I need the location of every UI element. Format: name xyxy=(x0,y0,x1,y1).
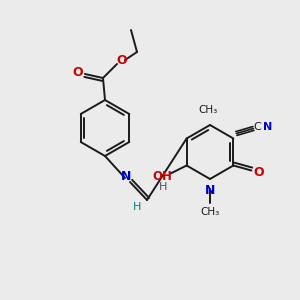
Text: N: N xyxy=(263,122,272,133)
Text: CH₃: CH₃ xyxy=(200,207,220,217)
Text: C: C xyxy=(254,122,261,133)
Text: H: H xyxy=(133,202,141,212)
Text: O: O xyxy=(253,166,264,179)
Text: H: H xyxy=(158,182,167,193)
Text: N: N xyxy=(121,169,131,182)
Text: OH: OH xyxy=(153,170,172,183)
Text: O: O xyxy=(73,67,83,80)
Text: CH₃: CH₃ xyxy=(198,105,218,115)
Text: O: O xyxy=(117,55,127,68)
Text: N: N xyxy=(205,184,215,197)
